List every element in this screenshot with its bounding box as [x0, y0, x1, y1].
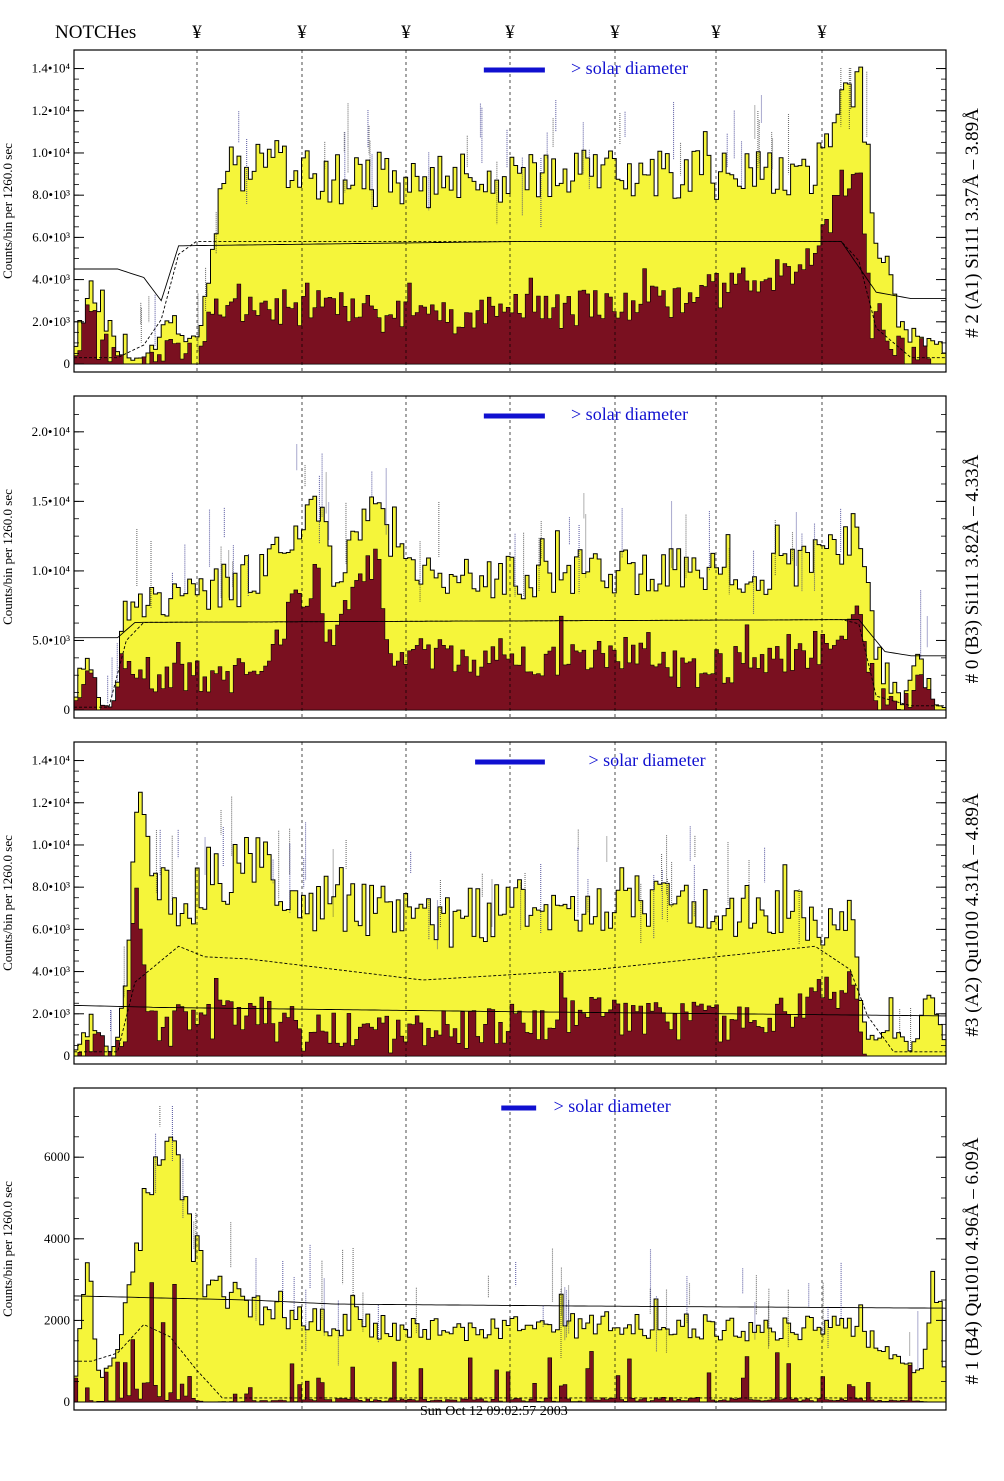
y-tick-label: 8.0•10³	[32, 879, 70, 894]
y-tick-label: 1.0•10⁴	[32, 145, 71, 160]
detector-band-label: # 2 (A1) Si111 3.37Å – 3.89Å	[962, 108, 983, 338]
notches-label: NOTCHes	[55, 22, 136, 43]
y-tick-label: 1.4•10⁴	[32, 61, 71, 76]
notch-marker-5: ¥	[610, 22, 620, 43]
chart-panels: 0 2.0•10³ 4.0•10³ 6.0•10³ 8.0•10³ 1.0•10⁴ 1.2•…	[0, 49, 983, 1411]
component-counts-histogram	[73, 1282, 946, 1403]
y-tick-label: 1.2•10⁴	[32, 103, 71, 118]
y-axis-label: Counts/bin per 1260.0 sec	[0, 1181, 15, 1317]
y-tick-label: 2.0•10³	[32, 314, 70, 329]
y-axis-label: Counts/bin per 1260.0 sec	[0, 143, 15, 279]
y-tick-label: 1.2•10⁴	[32, 795, 71, 810]
y-tick-label: 1.5•10⁴	[32, 493, 71, 508]
model-solid-curve	[74, 241, 946, 302]
y-tick-label: 0	[64, 1394, 71, 1409]
y-tick-label: 1.4•10⁴	[32, 753, 71, 768]
model-dashed-curve	[74, 945, 946, 1053]
y-tick-label: 0	[64, 1048, 71, 1063]
legend-label: > solar diameter	[571, 58, 688, 78]
y-tick-label: 1.0•10⁴	[32, 563, 71, 578]
chart-panel-4: 0 2000 4000 6000 Counts/bin per 1260.0 sec # …	[0, 1087, 983, 1411]
y-tick-label: 6.0•10³	[32, 229, 70, 244]
notch-marker-1: ¥	[192, 22, 202, 43]
notch-header: NOTCHes ¥ ¥ ¥ ¥ ¥ ¥ ¥	[55, 22, 827, 43]
legend-label: > solar diameter	[554, 1096, 671, 1116]
chart-panel-3: 0 2.0•10³ 4.0•10³ 6.0•10³ 8.0•10³ 1.0•10⁴ 1.2•…	[0, 741, 983, 1065]
y-tick-label: 0	[64, 356, 71, 371]
model-solid-curve	[73, 1004, 946, 1017]
y-tick-label: 2000	[44, 1312, 70, 1327]
total-counts-histogram	[73, 66, 947, 365]
y-tick-label: 6000	[44, 1149, 70, 1164]
y-tick-label: 5.0•10³	[32, 632, 70, 647]
y-tick-label: 0	[64, 702, 71, 717]
y-tick-label: 2.0•10⁴	[32, 424, 71, 439]
y-tick-label: 4000	[44, 1231, 70, 1246]
plot-frame	[73, 49, 947, 373]
y-axis-label: Counts/bin per 1260.0 sec	[0, 835, 15, 971]
notch-marker-4: ¥	[505, 22, 515, 43]
y-tick-label: 4.0•10³	[32, 272, 70, 287]
y-tick-label: 8.0•10³	[32, 187, 70, 202]
detector-band-label: # 1 (B4) Qu1010 4.96Å – 6.09Å	[962, 1137, 983, 1384]
component-counts-histogram	[73, 548, 946, 711]
notch-marker-3: ¥	[401, 22, 411, 43]
y-tick-label: 4.0•10³	[32, 964, 70, 979]
detector-band-label: #3 (A2) Qu1010 4.31Å – 4.89Å	[962, 793, 983, 1037]
y-tick-label: 1.0•10⁴	[32, 837, 71, 852]
y-axis-label: Counts/bin per 1260.0 sec	[0, 489, 15, 625]
component-counts-histogram	[74, 887, 946, 1057]
chart-panel-2: 0 5.0•10³ 1.0•10⁴ 1.5•10⁴ 2.0•10⁴ Counts/bin …	[0, 395, 983, 719]
detector-band-label: # 0 (B3) Si111 3.82Å – 4.33Å	[962, 454, 983, 683]
notch-marker-2: ¥	[297, 22, 307, 43]
plot-frame	[73, 741, 947, 1065]
notch-marker-7: ¥	[817, 22, 827, 43]
y-tick-label: 6.0•10³	[32, 921, 70, 936]
y-tick-label: 2.0•10³	[32, 1006, 70, 1021]
legend-label: > solar diameter	[571, 404, 688, 424]
legend-label: > solar diameter	[588, 750, 705, 770]
plot-frame	[73, 395, 947, 719]
notch-marker-6: ¥	[711, 22, 721, 43]
footer-timestamp: Sun Oct 12 09:02:57 2003	[420, 1404, 568, 1419]
model-dashed-curve	[74, 1323, 946, 1399]
chart-panel-1: 0 2.0•10³ 4.0•10³ 6.0•10³ 8.0•10³ 1.0•10⁴ 1.2•…	[0, 49, 983, 373]
plot-frame	[73, 1087, 947, 1411]
